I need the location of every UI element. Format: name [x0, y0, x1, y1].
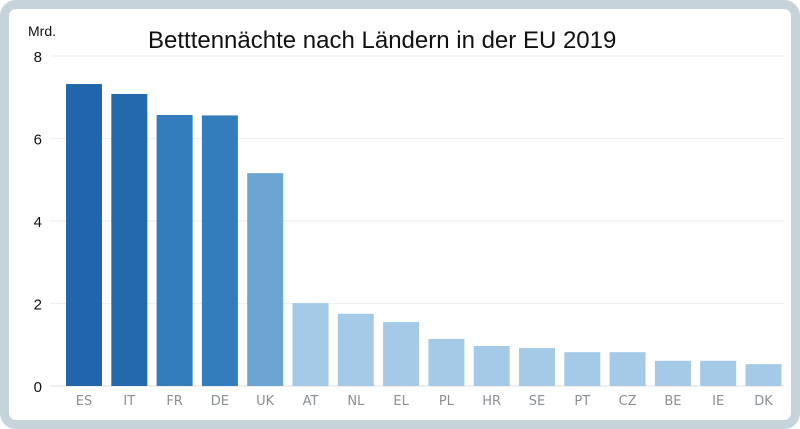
y-axis-unit: Mrd.	[28, 23, 56, 39]
bar-pl	[428, 338, 465, 386]
y-tick-label: 0	[34, 379, 42, 396]
x-tick-label: DK	[754, 394, 773, 409]
bar-de	[201, 115, 238, 387]
x-tick-label: AT	[303, 394, 319, 409]
x-tick-label: ES	[76, 394, 92, 409]
x-tick-label: PL	[439, 394, 455, 409]
x-tick-label: SE	[529, 394, 545, 409]
bar-se	[519, 348, 555, 386]
bar-dk	[745, 364, 782, 386]
bar-hr	[473, 345, 510, 386]
bar-el	[383, 322, 420, 386]
y-tick-label: 4	[34, 214, 42, 231]
x-tick-label: BE	[664, 394, 681, 409]
bar-uk	[247, 173, 284, 386]
x-tick-label: FR	[166, 394, 183, 409]
bar-nl	[337, 313, 374, 386]
x-tick-label: CZ	[619, 394, 637, 409]
chart-title: Betttennächte nach Ländern in der EU 201…	[148, 27, 617, 54]
x-tick-label: HR	[482, 394, 501, 409]
x-tick-label: IT	[123, 394, 135, 409]
y-tick-label: 6	[34, 132, 42, 149]
bar-es	[66, 84, 102, 387]
x-tick-label: NL	[347, 394, 365, 409]
x-tick-label: EL	[393, 394, 409, 409]
bar-be	[654, 360, 691, 386]
x-tick-label: UK	[256, 394, 275, 409]
bar-ie	[700, 360, 737, 386]
y-tick-label: 2	[34, 297, 42, 314]
bar-cz	[609, 352, 646, 386]
y-tick-label: 8	[34, 49, 42, 66]
x-tick-label: IE	[712, 394, 724, 409]
bar-fr	[156, 114, 193, 387]
bar-pt	[564, 352, 601, 386]
x-tick-label: PT	[574, 394, 590, 409]
bar-it	[111, 93, 148, 386]
bar-at	[292, 303, 329, 386]
x-tick-label: DE	[211, 394, 229, 409]
